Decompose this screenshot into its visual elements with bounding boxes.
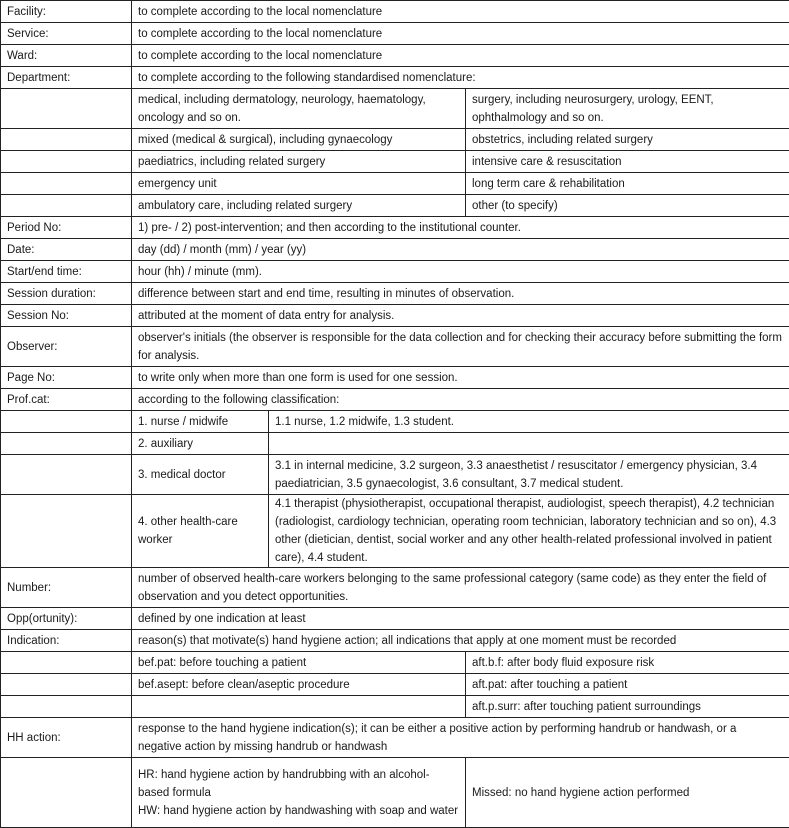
- row-session: Session No:attributed at the moment of d…: [1, 305, 789, 327]
- value: to complete according to the local nomen…: [132, 23, 789, 45]
- value: defined by one indication at least: [132, 608, 789, 630]
- profcat-name: 2. auxiliary: [132, 433, 269, 455]
- indication-option: bef.pat: before touching a patient: [132, 652, 466, 674]
- label: Number:: [1, 568, 132, 608]
- label: Department:: [1, 67, 132, 89]
- profcat-detail: 3.1 in internal medicine, 3.2 surgeon, 3…: [269, 455, 789, 495]
- label: Session No:: [1, 305, 132, 327]
- row-service: Service:to complete according to the loc…: [1, 23, 789, 45]
- indication-option-row: aft.p.surr: after touching patient surro…: [1, 696, 789, 718]
- indication-option: aft.b.f: after body fluid exposure risk: [466, 652, 789, 674]
- department-option: emergency unit: [132, 173, 466, 195]
- hh-action-positive: HR: hand hygiene action by handrubbing w…: [132, 758, 466, 828]
- label: Service:: [1, 23, 132, 45]
- department-option-row: medical, including dermatology, neurolog…: [1, 89, 789, 129]
- label: Page No:: [1, 367, 132, 389]
- value: number of observed health-care workers b…: [132, 568, 789, 608]
- profcat-detail: [269, 433, 789, 455]
- value: according to the following classificatio…: [132, 389, 789, 411]
- label: Start/end time:: [1, 261, 132, 283]
- row-indication: Indication:reason(s) that motivate(s) ha…: [1, 630, 789, 652]
- row-date: Date:day (dd) / month (mm) / year (yy): [1, 239, 789, 261]
- value: observer's initials (the observer is res…: [132, 327, 789, 367]
- label: Prof.cat:: [1, 389, 132, 411]
- value: reason(s) that motivate(s) hand hygiene …: [132, 630, 789, 652]
- profcat-name: 4. other health-care worker: [132, 495, 269, 568]
- department-option: medical, including dermatology, neurolog…: [132, 89, 466, 129]
- value: attributed at the moment of data entry f…: [132, 305, 789, 327]
- department-option: paediatrics, including related surgery: [132, 151, 466, 173]
- value: difference between start and end time, r…: [132, 283, 789, 305]
- label: Observer:: [1, 327, 132, 367]
- value: to write only when more than one form is…: [132, 367, 789, 389]
- value: to complete according to the local nomen…: [132, 45, 789, 67]
- row-number: Number:number of observed health-care wo…: [1, 568, 789, 608]
- row-duration: Session duration:difference between star…: [1, 283, 789, 305]
- value: 1) pre- / 2) post-intervention; and then…: [132, 217, 789, 239]
- profcat-row: 2. auxiliary: [1, 433, 789, 455]
- hw-definition: HW: hand hygiene action by handwashing w…: [138, 802, 459, 820]
- row-observer: Observer:observer's initials (the observ…: [1, 327, 789, 367]
- value: day (dd) / month (mm) / year (yy): [132, 239, 789, 261]
- row-hh-action: HH action:response to the hand hygiene i…: [1, 718, 789, 758]
- row-facility: Facility:to complete according to the lo…: [1, 1, 789, 23]
- department-option: long term care & rehabilitation: [466, 173, 789, 195]
- label: Date:: [1, 239, 132, 261]
- profcat-detail: 1.1 nurse, 1.2 midwife, 1.3 student.: [269, 411, 789, 433]
- value: response to the hand hygiene indication(…: [132, 718, 789, 758]
- indication-option: aft.p.surr: after touching patient surro…: [466, 696, 789, 718]
- label: Session duration:: [1, 283, 132, 305]
- label: HH action:: [1, 718, 132, 758]
- department-option-row: mixed (medical & surgical), including gy…: [1, 129, 789, 151]
- indication-option-row: bef.asept: before clean/aseptic procedur…: [1, 674, 789, 696]
- row-opp: Opp(ortunity):defined by one indication …: [1, 608, 789, 630]
- row-department: Department:to complete according to the …: [1, 67, 789, 89]
- indication-option: [132, 696, 466, 718]
- department-option: mixed (medical & surgical), including gy…: [132, 129, 466, 151]
- label: Indication:: [1, 630, 132, 652]
- row-ward: Ward:to complete according to the local …: [1, 45, 789, 67]
- hh-action-option-row: HR: hand hygiene action by handrubbing w…: [1, 758, 789, 828]
- department-option: obstetrics, including related surgery: [466, 129, 789, 151]
- label: Period No:: [1, 217, 132, 239]
- indication-option: bef.asept: before clean/aseptic procedur…: [132, 674, 466, 696]
- value: to complete according to the local nomen…: [132, 1, 789, 23]
- hh-action-missed: Missed: no hand hygiene action performed: [466, 758, 789, 828]
- profcat-name: 1. nurse / midwife: [132, 411, 269, 433]
- department-option: intensive care & resuscitation: [466, 151, 789, 173]
- indication-option: aft.pat: after touching a patient: [466, 674, 789, 696]
- row-period: Period No:1) pre- / 2) post-intervention…: [1, 217, 789, 239]
- hr-definition: HR: hand hygiene action by handrubbing w…: [138, 766, 459, 802]
- row-time: Start/end time:hour (hh) / minute (mm).: [1, 261, 789, 283]
- value: hour (hh) / minute (mm).: [132, 261, 789, 283]
- department-option-row: ambulatory care, including related surge…: [1, 195, 789, 217]
- label: Opp(ortunity):: [1, 608, 132, 630]
- department-option: other (to specify): [466, 195, 789, 217]
- row-page: Page No:to write only when more than one…: [1, 367, 789, 389]
- profcat-name: 3. medical doctor: [132, 455, 269, 495]
- label: Ward:: [1, 45, 132, 67]
- value: to complete according to the following s…: [132, 67, 789, 89]
- profcat-detail: 4.1 therapist (physiotherapist, occupati…: [269, 495, 789, 568]
- label: Facility:: [1, 1, 132, 23]
- department-option: ambulatory care, including related surge…: [132, 195, 466, 217]
- row-profcat: Prof.cat:according to the following clas…: [1, 389, 789, 411]
- department-option: surgery, including neurosurgery, urology…: [466, 89, 789, 129]
